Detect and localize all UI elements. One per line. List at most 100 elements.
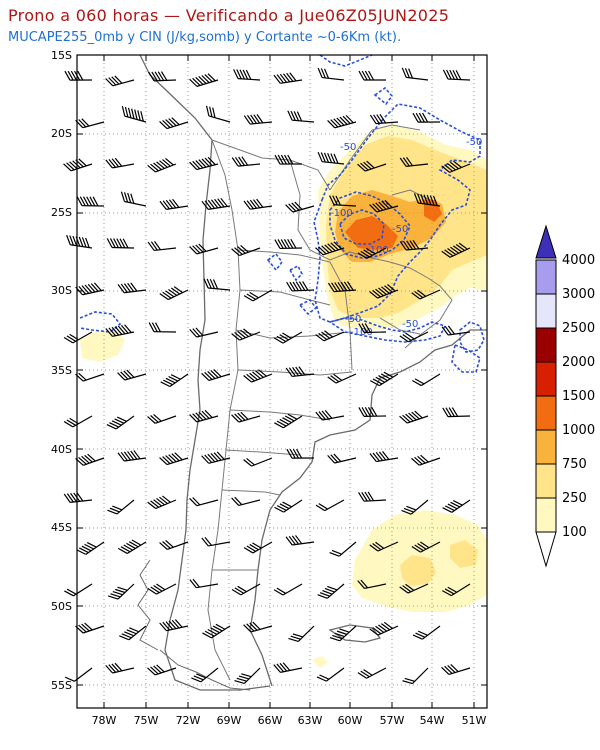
wind-barb bbox=[315, 241, 345, 256]
map-subtitle: MUCAPE255_0mb y CIN (J/kg,somb) y Cortan… bbox=[8, 30, 402, 45]
wind-barb bbox=[202, 623, 231, 639]
wind-barb bbox=[412, 625, 441, 640]
wind-barb bbox=[117, 450, 147, 462]
plot-frame bbox=[76, 54, 488, 709]
lat-label: 55S bbox=[51, 679, 72, 692]
wind-barb bbox=[189, 578, 219, 589]
wind-barb bbox=[273, 662, 303, 673]
fjord-coast bbox=[137, 559, 251, 691]
wind-barb bbox=[315, 499, 345, 512]
wind-barb bbox=[370, 371, 399, 387]
wind-barb bbox=[399, 410, 429, 424]
wind-barb bbox=[369, 199, 399, 213]
colorbar-box bbox=[535, 395, 557, 431]
province-6 bbox=[225, 449, 301, 456]
wind-barb bbox=[327, 114, 357, 129]
wind-barb bbox=[329, 195, 357, 207]
lat-label: 20S bbox=[51, 127, 72, 140]
wind-barb bbox=[317, 67, 345, 81]
lon-label: 63W bbox=[298, 714, 323, 727]
cin-labels: -50 -100 -50 -50 -50 -100 -50 -100 bbox=[330, 137, 482, 338]
wind-barb bbox=[159, 117, 189, 130]
wind-barb bbox=[243, 541, 273, 554]
wind-barb bbox=[357, 247, 387, 259]
wind-barb bbox=[147, 241, 177, 252]
colorbar-label: 1000 bbox=[562, 423, 595, 438]
wind-barb bbox=[117, 282, 147, 294]
cin-contour-large bbox=[313, 103, 481, 323]
wind-barb bbox=[243, 198, 273, 210]
wind-barb bbox=[231, 245, 261, 257]
colorbar-label: 250 bbox=[562, 491, 587, 506]
latitude-labels: 15S 20S 25S 30S 35S 40S 45S 50S 55S bbox=[51, 49, 72, 692]
wind-barb bbox=[148, 71, 177, 82]
colorbar-box bbox=[535, 327, 557, 363]
province-5 bbox=[229, 409, 331, 421]
wind-barb bbox=[106, 415, 135, 430]
wind-barb bbox=[442, 583, 471, 597]
wind-barb bbox=[274, 238, 303, 250]
lat-label: 25S bbox=[51, 206, 72, 219]
wind-barb bbox=[273, 331, 303, 344]
lat-label: 15S bbox=[51, 49, 72, 62]
wind-barb bbox=[243, 114, 273, 125]
wind-barb bbox=[105, 157, 135, 169]
cin-label: -50 bbox=[340, 142, 356, 153]
wind-barb bbox=[442, 499, 471, 513]
lon-label: 66W bbox=[258, 714, 283, 727]
wind-barb bbox=[441, 160, 471, 173]
wind-barb bbox=[411, 541, 441, 553]
wind-barb bbox=[231, 583, 261, 596]
colorbar-box bbox=[535, 361, 557, 397]
wind-barb bbox=[329, 541, 357, 557]
colorbar-label: 3000 bbox=[562, 287, 595, 302]
wind-barb bbox=[120, 191, 147, 207]
wind-barb bbox=[442, 69, 471, 81]
tierra-del-fuego bbox=[159, 649, 251, 691]
wind-barb bbox=[274, 413, 303, 429]
wind-barb bbox=[105, 324, 135, 337]
wind-barb bbox=[148, 322, 177, 333]
wind-barb bbox=[189, 497, 219, 507]
colorbar-bottom-arrow bbox=[535, 531, 557, 568]
wind-barb bbox=[231, 156, 261, 167]
wind-barb bbox=[441, 664, 471, 675]
lon-label: 60W bbox=[338, 714, 363, 727]
wind-barb bbox=[159, 619, 189, 632]
wind-barb bbox=[401, 67, 429, 81]
wind-barb bbox=[160, 373, 189, 388]
wind-barb bbox=[105, 75, 135, 87]
cin-contour-small-1 bbox=[266, 252, 283, 272]
wind-barb bbox=[369, 621, 399, 636]
wind-barb bbox=[147, 495, 177, 510]
colorbar-label: 4000 bbox=[562, 253, 595, 268]
cape-colorbar: 100 250 750 1000 1500 2000 2500 3000 400… bbox=[535, 224, 595, 568]
political-borders bbox=[207, 124, 453, 681]
wind-barb bbox=[441, 242, 471, 258]
wind-barb bbox=[117, 539, 147, 554]
wind-barb bbox=[201, 369, 231, 381]
wind-barb bbox=[243, 369, 273, 383]
wind-barb bbox=[411, 454, 441, 466]
wind-barb bbox=[107, 583, 135, 600]
colorbar-box bbox=[535, 259, 557, 295]
lat-label: 30S bbox=[51, 284, 72, 297]
brazil-border bbox=[371, 257, 453, 349]
wind-barb bbox=[76, 196, 105, 207]
wind-barb bbox=[119, 625, 147, 641]
wind-barb bbox=[273, 72, 303, 84]
cape-area-south-250b bbox=[450, 540, 478, 568]
wind-barb bbox=[274, 499, 303, 513]
wind-barb bbox=[357, 579, 387, 590]
wind-barb bbox=[233, 69, 261, 81]
wind-barb bbox=[159, 452, 189, 466]
lat-lon-grid bbox=[77, 54, 487, 708]
province-7 bbox=[221, 489, 281, 496]
lat-label: 35S bbox=[51, 364, 72, 377]
province-2 bbox=[239, 289, 331, 306]
falklands bbox=[328, 624, 382, 643]
wind-barb bbox=[329, 625, 357, 642]
cin-contour-south bbox=[328, 317, 447, 343]
longitude-labels: 78W 75W 72W 69W 66W 63W 60W 57W 54W 51W bbox=[92, 714, 487, 727]
